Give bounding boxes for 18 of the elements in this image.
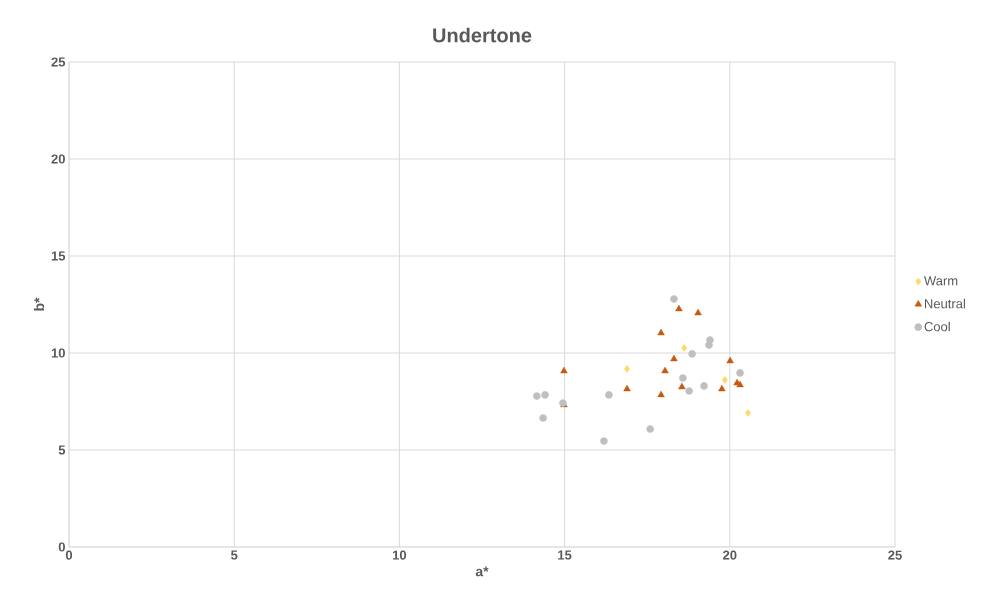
- y-tick-label: 25: [51, 57, 66, 67]
- x-tick-label: 10: [392, 550, 407, 560]
- x-tick-label: 20: [723, 550, 737, 560]
- y-tick-label: 15: [51, 251, 66, 261]
- y-tick-label: 0: [58, 542, 65, 552]
- y-tick-label: 20: [51, 154, 65, 164]
- legend-label: Cool: [924, 321, 950, 332]
- legend-label: Warm: [923, 276, 958, 286]
- legend-label: Neutral: [924, 298, 965, 309]
- x-tick-label: 5: [231, 550, 238, 560]
- chart-title: Undertone: [433, 27, 532, 43]
- x-tick-label: 25: [888, 550, 902, 560]
- y-tick-label: 5: [58, 445, 66, 455]
- x-tick-label: 0: [65, 550, 73, 560]
- y-axis-title: b*: [33, 297, 45, 311]
- x-axis-title: a*: [475, 566, 489, 577]
- y-tick-label: 10: [51, 348, 65, 358]
- x-tick-label: 15: [558, 550, 572, 560]
